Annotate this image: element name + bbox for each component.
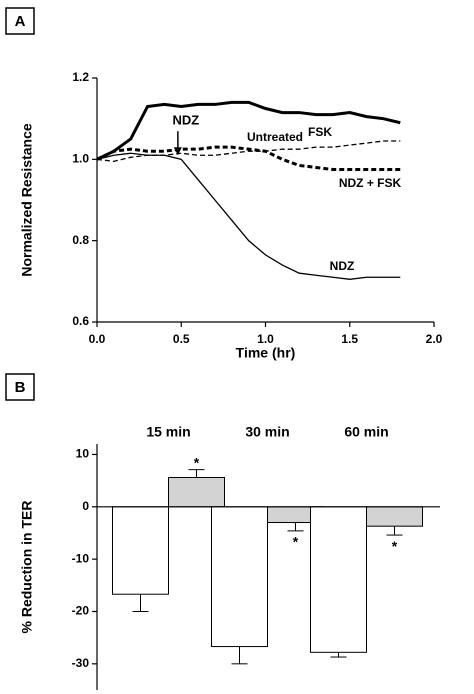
x-tick-label: 1.5	[341, 332, 358, 346]
category-label: 60 min	[344, 424, 388, 440]
y-tick-label: -20	[72, 604, 90, 618]
series-label: Untreated	[247, 130, 303, 144]
y-tick-label: 0.6	[72, 314, 89, 328]
bar	[366, 506, 423, 527]
line-series	[96, 100, 401, 161]
panel-box	[5, 7, 35, 35]
panel-label: B	[15, 379, 26, 396]
x-tick-label: 2.0	[426, 332, 443, 346]
significance-marker: *	[293, 534, 299, 550]
series-label: FSK	[308, 125, 332, 139]
bar	[310, 506, 367, 653]
series-label: NDZ + FSK	[339, 176, 402, 190]
category-label: 30 min	[245, 424, 289, 440]
bar	[112, 506, 169, 595]
y-axis-title: % Reduction in TER	[19, 501, 35, 634]
significance-marker: *	[392, 538, 398, 554]
series-label: NDZ	[330, 259, 355, 273]
panel-label: A	[15, 13, 26, 30]
category-label: 15 min	[146, 424, 190, 440]
y-axis-title: Normalized Resistance	[19, 123, 35, 276]
significance-marker: *	[194, 454, 200, 470]
y-tick-label: 0.8	[72, 233, 89, 247]
y-tick-label: 1.2	[72, 70, 89, 84]
x-tick-label: 1.0	[257, 332, 274, 346]
y-tick-label: 0	[82, 499, 89, 513]
annotation-arrowhead	[173, 147, 182, 156]
y-tick-label: -10	[72, 551, 90, 565]
y-tick-label: 1.0	[72, 152, 89, 166]
line-series	[96, 145, 401, 171]
x-axis-title: Time (hr)	[236, 345, 296, 361]
x-tick-label: 0.0	[89, 332, 106, 346]
bar	[168, 476, 225, 508]
panel-box	[5, 373, 35, 401]
line-series	[96, 152, 401, 280]
y-tick-label: -30	[72, 656, 90, 670]
x-tick-label: 0.5	[173, 332, 190, 346]
bar	[211, 506, 268, 648]
annotation: NDZ	[173, 113, 200, 128]
y-tick-label: 10	[76, 447, 90, 461]
